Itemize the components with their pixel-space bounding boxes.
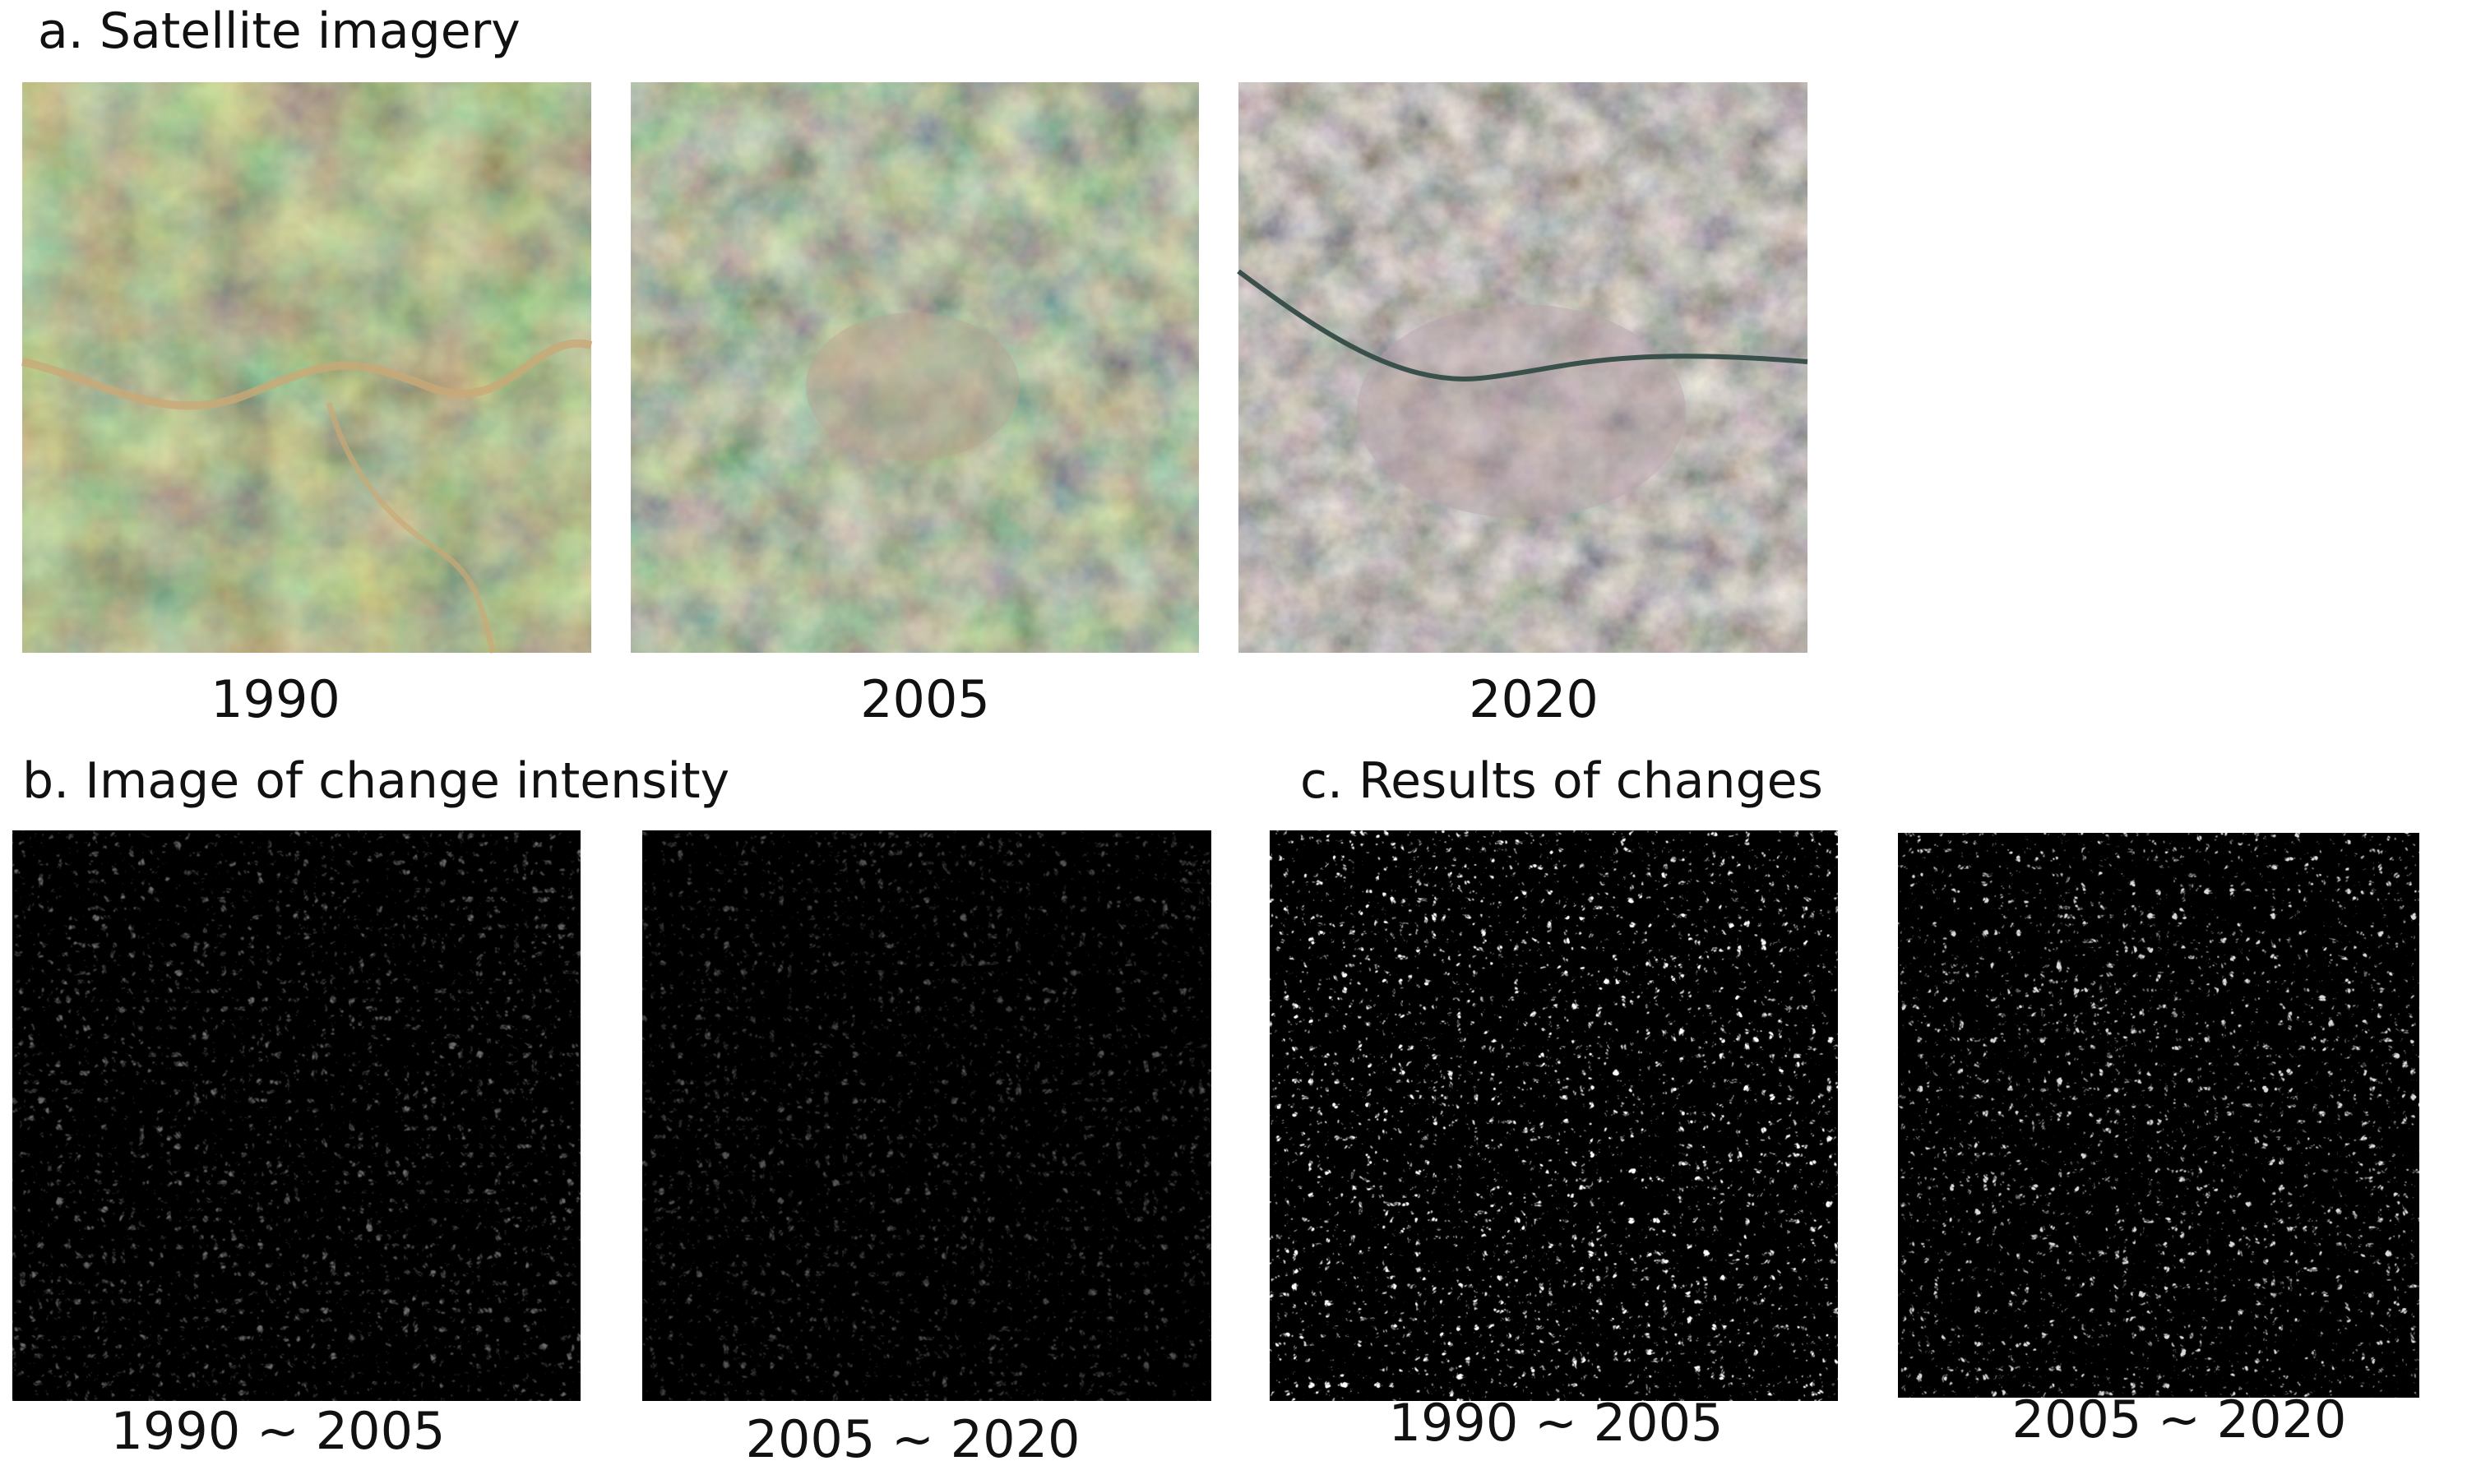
image-label: 2020 bbox=[1469, 669, 1599, 729]
result-2005-2020 bbox=[1898, 833, 2419, 1398]
result-1990-2005 bbox=[1270, 830, 1838, 1401]
image-label: 2005 ~ 2020 bbox=[2012, 1389, 2347, 1449]
satellite-2005 bbox=[631, 82, 1199, 653]
panel-b-title: b. Image of change intensity bbox=[22, 752, 729, 810]
satellite-2020 bbox=[1237, 82, 1808, 653]
image-label: 2005 ~ 2020 bbox=[746, 1409, 1081, 1469]
satellite-1990 bbox=[21, 82, 593, 654]
image-label: 1990 ~ 2005 bbox=[1389, 1393, 1724, 1453]
image-label: 1990 bbox=[211, 669, 340, 729]
intensity-2005-2020 bbox=[642, 830, 1211, 1401]
panel-c-title: c. Results of changes bbox=[1300, 752, 1823, 810]
image-label: 1990 ~ 2005 bbox=[111, 1401, 446, 1461]
panel-a-title: a. Satellite imagery bbox=[38, 2, 521, 60]
image-label: 2005 bbox=[860, 669, 990, 729]
intensity-1990-2005 bbox=[12, 830, 581, 1401]
